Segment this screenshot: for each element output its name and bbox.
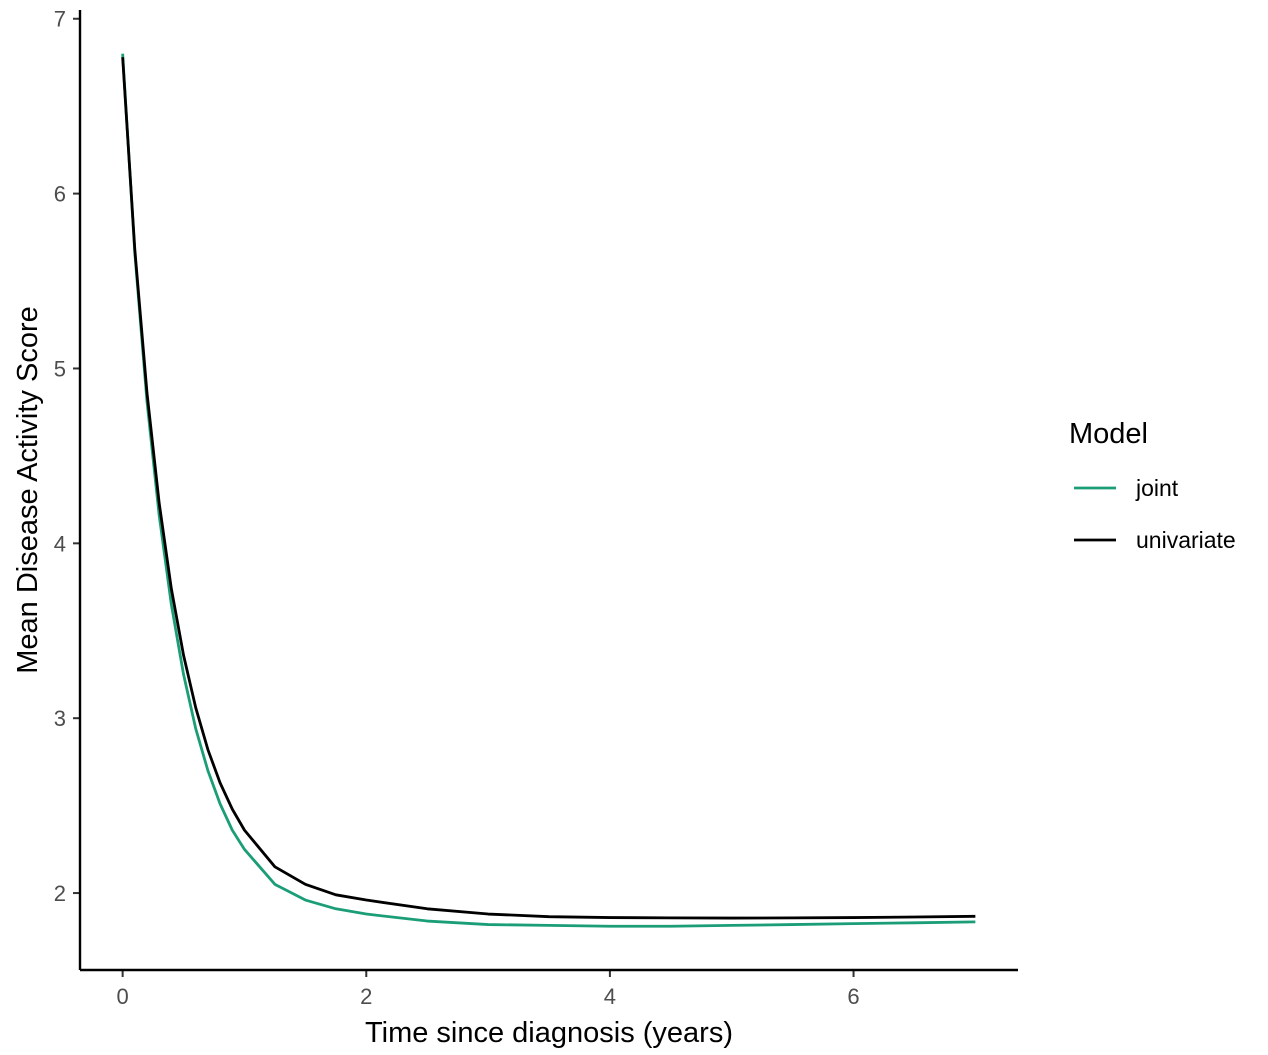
legend-title: Model: [1069, 418, 1148, 450]
x-axis-title: Time since diagnosis (years): [365, 1017, 733, 1049]
series-layer: [121, 53, 976, 928]
y-tick-label: 5: [54, 356, 66, 381]
x-tick-label: 6: [847, 984, 859, 1009]
y-tick-label: 7: [54, 7, 66, 32]
x-tick-label: 2: [360, 984, 372, 1009]
y-tick-label: 4: [54, 531, 66, 556]
x-tick-label: 0: [117, 984, 129, 1009]
y-tick-label: 6: [54, 182, 66, 207]
x-tick-label: 4: [604, 984, 616, 1009]
legend-label-joint: joint: [1135, 475, 1179, 501]
legend: Model joint univariate: [1069, 418, 1236, 553]
series-line-univariate: [121, 57, 976, 920]
legend-label-univariate: univariate: [1136, 527, 1236, 553]
y-tick-label: 3: [54, 706, 66, 731]
y-axis-title: Mean Disease Activity Score: [12, 306, 44, 673]
y-tick-label: 2: [54, 881, 66, 906]
legend-items: joint univariate: [1074, 475, 1236, 553]
series-line-joint: [121, 53, 976, 928]
y-axis-ticks: 2 3 4 5 6 7: [54, 7, 80, 906]
x-axis-ticks: 0 2 4 6: [117, 970, 860, 1009]
